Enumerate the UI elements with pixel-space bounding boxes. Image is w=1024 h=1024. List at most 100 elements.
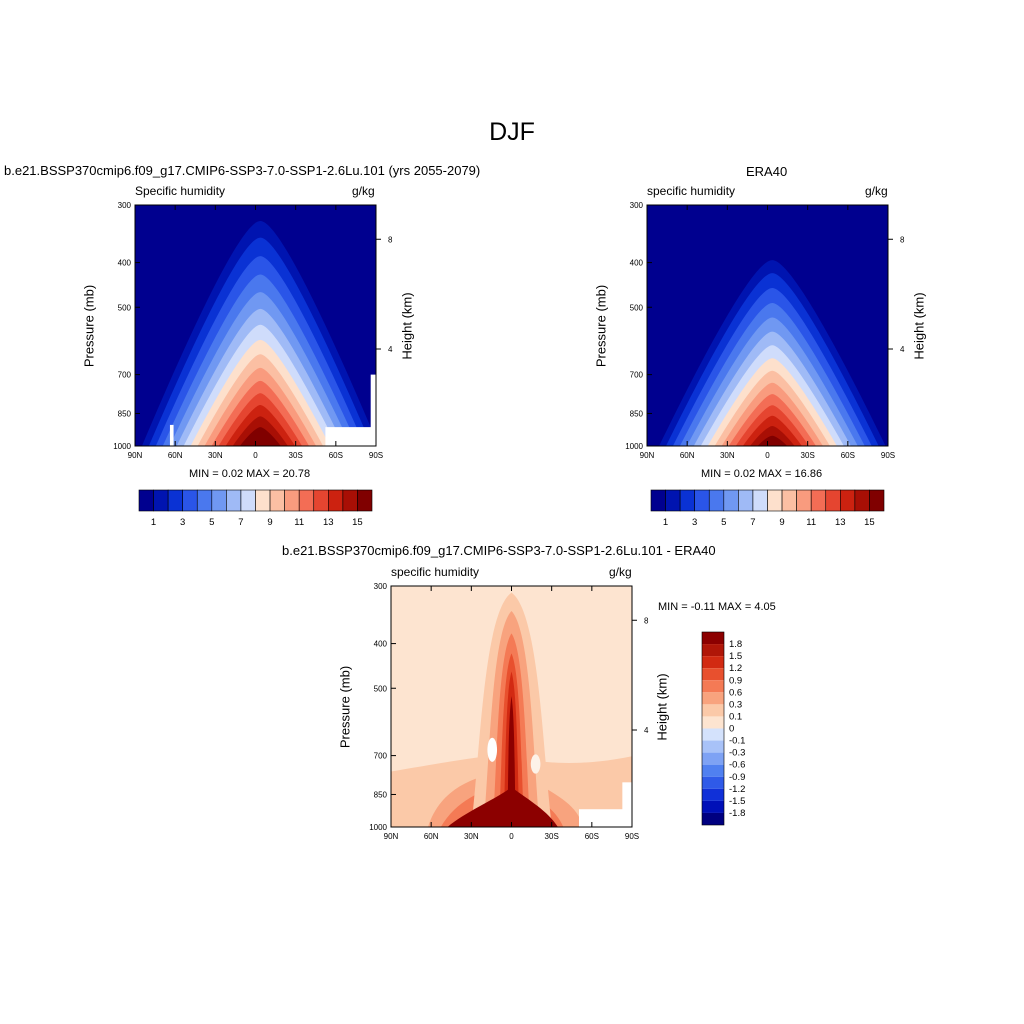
model-ytick-label-5: 1000 bbox=[113, 442, 131, 451]
diff-ytick-label-0: 300 bbox=[374, 582, 388, 591]
diff-field bbox=[391, 586, 632, 827]
model-units-label: g/kg bbox=[352, 184, 375, 198]
diff-plot: 90N 60N 30N 0 30S 60S 90S 300 400 500 700 850 1000 8 4 bbox=[369, 582, 649, 841]
diff-colorbar-label-7: 0 bbox=[729, 724, 734, 735]
diff-ytick-label-1: 400 bbox=[374, 640, 388, 649]
obs-colorbar-box-10 bbox=[796, 489, 812, 512]
model-ytick-label-1: 400 bbox=[118, 259, 132, 268]
model-xtick-label-6: 90S bbox=[369, 451, 383, 460]
diff-colorbar-label-12: -1.2 bbox=[729, 784, 745, 795]
model-colorbar-box-13 bbox=[328, 489, 344, 512]
obs-xtick-label-6: 90S bbox=[881, 451, 895, 460]
diff-level-max bbox=[447, 787, 558, 827]
diff-units-label: g/kg bbox=[609, 565, 632, 579]
diff-panel-title: b.e21.BSSP370cmip6.f09_g17.CMIP6-SSP3-7.… bbox=[282, 543, 716, 558]
obs-colorbar-box-9 bbox=[781, 489, 797, 512]
obs-colorbar-label-0: 1 bbox=[663, 517, 668, 528]
obs-xtick-label-3: 0 bbox=[765, 451, 770, 460]
diff-colorbar-label-0: 1.8 bbox=[729, 639, 742, 650]
diff-colorbar-box-12 bbox=[702, 776, 724, 789]
diff-colorbar-label-3: 0.9 bbox=[729, 675, 742, 686]
diff-colorbar-frame bbox=[701, 631, 725, 826]
model-field bbox=[135, 205, 376, 446]
obs-colorbar: 1 3 5 7 9 11 13 15 bbox=[650, 489, 885, 528]
obs-colorbar-label-5: 11 bbox=[806, 517, 816, 528]
diff-ytick-label-4: 850 bbox=[374, 790, 388, 799]
model-ytick-label-0: 300 bbox=[118, 201, 132, 210]
model-colorbar-box-15 bbox=[357, 489, 373, 512]
obs-ytick-label-1: 400 bbox=[630, 259, 644, 268]
obs-colorbar-box-11 bbox=[810, 489, 827, 512]
diff-field-label: specific humidity bbox=[391, 565, 480, 579]
figure-title: DJF bbox=[489, 118, 535, 146]
diff-colorbar-box-3 bbox=[702, 668, 724, 681]
obs-field bbox=[647, 205, 888, 446]
obs-plot: 90N 60N 30N 0 30S 60S 90S 300 400 500 700 850 1000 8 4 bbox=[625, 201, 905, 460]
diff-xtick-label-5: 60S bbox=[585, 832, 599, 841]
model-htick-label-1: 4 bbox=[388, 345, 393, 354]
model-htick-label-0: 8 bbox=[388, 235, 393, 244]
obs-ytick-label-3: 700 bbox=[630, 371, 644, 380]
obs-colorbar-box-12 bbox=[825, 489, 841, 512]
model-colorbar-box-9 bbox=[269, 489, 285, 512]
diff-htick-label-1: 4 bbox=[644, 726, 649, 735]
diff-colorbar-box-14 bbox=[702, 800, 724, 813]
diff-colorbar-box-1 bbox=[702, 644, 724, 657]
obs-colorbar-label-4: 9 bbox=[779, 517, 784, 528]
obs-htick-label-0: 8 bbox=[900, 235, 905, 244]
obs-units-label: g/kg bbox=[865, 184, 888, 198]
obs-colorbar-box-3 bbox=[694, 489, 710, 512]
model-ytick-label-4: 850 bbox=[118, 409, 132, 418]
obs-ytick-label-2: 500 bbox=[630, 303, 644, 312]
obs-colorbar-box-13 bbox=[840, 489, 856, 512]
obs-minmax: MIN = 0.02 MAX = 16.86 bbox=[701, 468, 823, 480]
obs-htick-label-1: 4 bbox=[900, 345, 905, 354]
obs-ytick-label-0: 300 bbox=[630, 201, 644, 210]
model-colorbar-label-0: 1 bbox=[151, 517, 156, 528]
diff-colorbar-label-5: 0.3 bbox=[729, 699, 742, 710]
obs-xtick-label-5: 60S bbox=[841, 451, 855, 460]
obs-colorbar-box-4 bbox=[708, 489, 725, 512]
obs-colorbar-box-15 bbox=[869, 489, 885, 512]
model-ytick-label-2: 500 bbox=[118, 303, 132, 312]
model-xtick-label-2: 30N bbox=[208, 451, 223, 460]
obs-colorbar-box-14 bbox=[854, 489, 870, 512]
diff-colorbar: 1.81.51.20.90.60.30.10-0.1-0.3-0.6-0.9-1… bbox=[701, 631, 745, 826]
obs-colorbar-label-2: 5 bbox=[721, 517, 726, 528]
model-field-label: Specific humidity bbox=[135, 184, 226, 198]
obs-colorbar-box-2 bbox=[679, 489, 695, 512]
model-colorbar-box-3 bbox=[182, 489, 198, 512]
model-colorbar-box-10 bbox=[284, 489, 300, 512]
diff-colorbar-label-6: 0.1 bbox=[729, 711, 742, 722]
model-colorbar-label-5: 11 bbox=[294, 517, 304, 528]
obs-level-15 bbox=[757, 435, 788, 446]
model-colorbar-label-2: 5 bbox=[209, 517, 214, 528]
diff-htick-label-0: 8 bbox=[644, 616, 649, 625]
model-colorbar-box-12 bbox=[313, 489, 329, 512]
diff-colorbar-box-15 bbox=[702, 812, 724, 825]
model-colorbar-label-6: 13 bbox=[323, 517, 334, 528]
obs-colorbar-box-0 bbox=[650, 489, 666, 512]
model-xtick-label-4: 30S bbox=[289, 451, 303, 460]
model-colorbar-label-4: 9 bbox=[267, 517, 272, 528]
model-colorbar-box-11 bbox=[298, 489, 315, 512]
diff-colorbar-label-10: -0.6 bbox=[729, 760, 745, 771]
diff-missing-edge bbox=[622, 782, 632, 827]
obs-colorbar-label-6: 13 bbox=[835, 517, 846, 528]
diff-colorbar-label-2: 1.2 bbox=[729, 663, 742, 674]
diff-ytick-label-2: 500 bbox=[374, 684, 388, 693]
model-missing-2 bbox=[169, 424, 174, 446]
diff-colorbar-box-7 bbox=[702, 716, 724, 729]
diff-colorbar-box-10 bbox=[702, 752, 724, 765]
model-colorbar-box-4 bbox=[196, 489, 213, 512]
model-xtick-label-1: 60N bbox=[168, 451, 183, 460]
obs-colorbar-label-7: 15 bbox=[864, 517, 875, 528]
diff-xtick-label-0: 90N bbox=[384, 832, 399, 841]
model-minmax: MIN = 0.02 MAX = 20.78 bbox=[189, 468, 311, 480]
diff-xtick-label-2: 30N bbox=[464, 832, 479, 841]
model-plot: 90N 60N 30N 0 30S 60S 90S 300 400 500 700 850 1000 8 4 bbox=[113, 201, 393, 460]
obs-xtick-label-4: 30S bbox=[801, 451, 815, 460]
diff-xtick-label-4: 30S bbox=[545, 832, 559, 841]
obs-colorbar-box-7 bbox=[752, 489, 768, 512]
diff-colorbar-box-8 bbox=[702, 728, 724, 741]
